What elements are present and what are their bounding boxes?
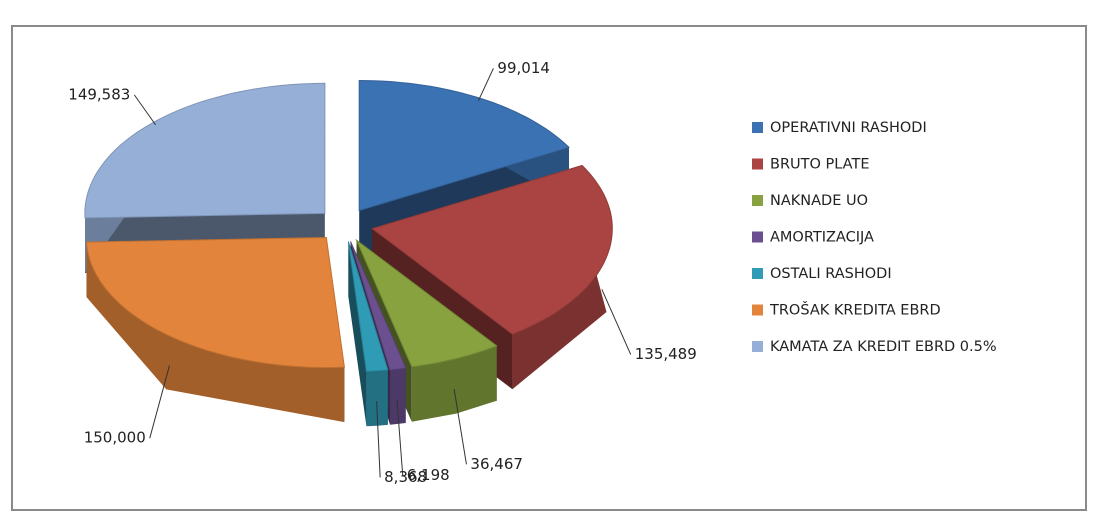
slice (347, 241, 389, 372)
slice (371, 164, 613, 335)
slice (355, 238, 498, 368)
legend-swatch (752, 268, 763, 279)
leader-line (601, 289, 632, 355)
legend-label: AMORTIZACIJA (770, 230, 874, 246)
data-label: 135,489 (635, 345, 697, 363)
slice (358, 79, 570, 212)
legend-swatch (752, 304, 763, 316)
slice-side (411, 345, 497, 422)
data-label: 6,198 (407, 466, 450, 484)
legend-swatch (752, 195, 763, 206)
slice (84, 82, 326, 219)
legend-swatch (752, 341, 763, 352)
data-label: 150,000 (84, 429, 146, 447)
leader-line (149, 365, 170, 439)
legend-label: TROŠAK KREDITA EBRD (769, 301, 941, 319)
legend-label: KAMATA ZA KREDIT EBRD 0.5% (770, 339, 997, 355)
legend-label: OSTALI RASHODI (770, 266, 892, 282)
legend-swatch (752, 231, 763, 243)
leader-line (453, 389, 467, 465)
data-label: 99,014 (497, 59, 550, 77)
slice-side (86, 242, 345, 423)
legend-label: OPERATIVNI RASHODI (770, 120, 927, 136)
legend: OPERATIVNI RASHODI BRUTO PLATE NAKNADE UO A… (752, 120, 997, 355)
slice-side (366, 369, 388, 427)
legend-swatch (752, 122, 763, 133)
data-label: 8,368 (384, 468, 427, 486)
slice-side (390, 368, 406, 425)
legend-label: BRUTO PLATE (770, 157, 869, 173)
legend-label: NAKNADE UO (770, 193, 868, 209)
leader-line (133, 94, 157, 126)
leader-line (376, 401, 381, 478)
leader-line (396, 399, 404, 476)
slice-wall (348, 241, 367, 427)
slice (85, 237, 345, 368)
data-label: 36,467 (470, 455, 523, 473)
leader-line (477, 68, 494, 101)
legend-swatch (752, 158, 763, 170)
slice-tops (84, 79, 613, 372)
slice (350, 241, 407, 371)
data-label: 149,583 (68, 85, 130, 103)
